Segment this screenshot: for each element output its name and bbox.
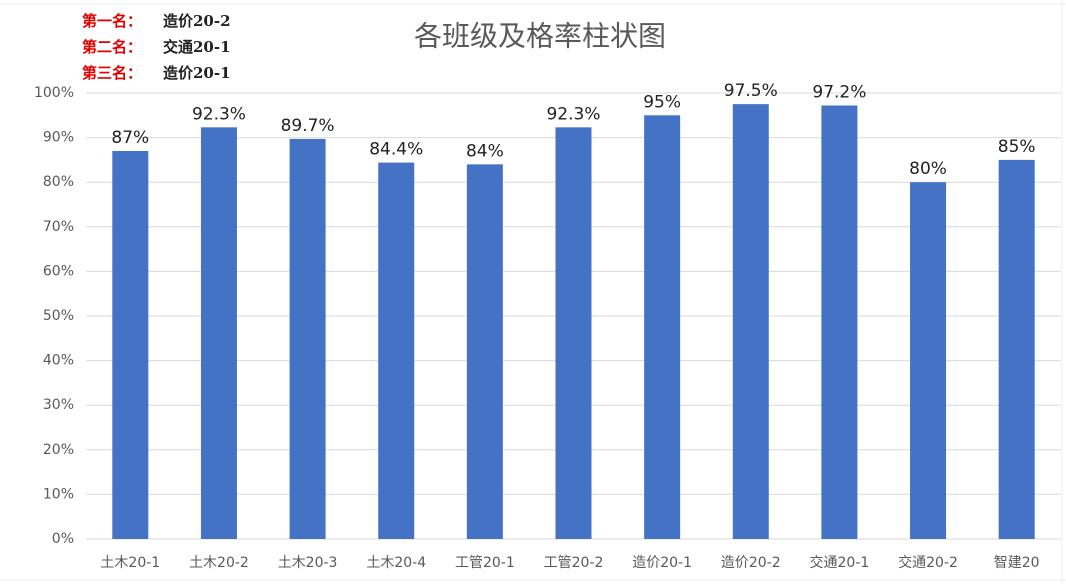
- y-tick-label: 80%: [43, 174, 74, 190]
- bar: [732, 104, 769, 540]
- bar: [998, 159, 1035, 539]
- bar: [200, 127, 237, 539]
- rank-class: 造价20-1: [163, 64, 231, 82]
- bar: [910, 182, 947, 539]
- x-tick-label: 智建20: [994, 555, 1040, 571]
- value-label: 89.7%: [281, 116, 335, 136]
- bar: [466, 164, 503, 540]
- x-tick-label: 土木20-1: [100, 555, 160, 571]
- value-label: 80%: [909, 159, 947, 179]
- chart-title: 各班级及格率柱状图: [414, 20, 666, 53]
- rank-class: 造价20-2: [163, 12, 231, 30]
- rank-label: 第三名：: [82, 64, 142, 82]
- value-label: 97.2%: [812, 82, 866, 102]
- x-tick-label: 工管20-2: [544, 555, 604, 571]
- x-tick-label: 土木20-4: [366, 555, 426, 571]
- value-label: 85%: [998, 137, 1036, 157]
- y-tick-label: 50%: [43, 308, 74, 324]
- x-tick-label: 造价20-1: [632, 555, 692, 571]
- y-tick-label: 70%: [43, 219, 74, 235]
- rank-label: 第一名：: [82, 12, 142, 30]
- y-tick-label: 30%: [43, 397, 74, 413]
- bar: [644, 115, 681, 540]
- bar: [289, 138, 326, 540]
- y-tick-label: 40%: [43, 353, 74, 369]
- x-tick-label: 交通20-2: [898, 554, 958, 571]
- x-tick-label: 交通20-1: [810, 554, 870, 571]
- value-label: 92.3%: [192, 104, 246, 124]
- bar: [555, 127, 592, 539]
- x-tick-label: 工管20-1: [455, 555, 515, 571]
- value-label: 84%: [466, 141, 504, 161]
- x-tick-label: 土木20-2: [189, 555, 249, 571]
- rank-class: 交通20-1: [163, 38, 231, 56]
- rank-label: 第二名：: [82, 38, 142, 56]
- bar: [378, 162, 415, 540]
- y-tick-label: 90%: [43, 130, 74, 146]
- y-tick-label: 60%: [43, 263, 74, 279]
- value-label: 97.5%: [724, 81, 778, 101]
- value-label: 92.3%: [546, 104, 600, 124]
- bar: [821, 105, 858, 539]
- value-label: 87%: [111, 128, 149, 148]
- x-tick-label: 土木20-3: [278, 555, 338, 571]
- y-tick-label: 20%: [43, 442, 74, 458]
- y-tick-label: 10%: [43, 486, 74, 502]
- bar: [112, 150, 149, 540]
- y-tick-label: 100%: [34, 85, 74, 101]
- value-label: 95%: [643, 92, 681, 112]
- value-label: 84.4%: [369, 140, 423, 160]
- x-tick-label: 造价20-2: [721, 555, 781, 571]
- y-tick-label: 0%: [52, 531, 74, 547]
